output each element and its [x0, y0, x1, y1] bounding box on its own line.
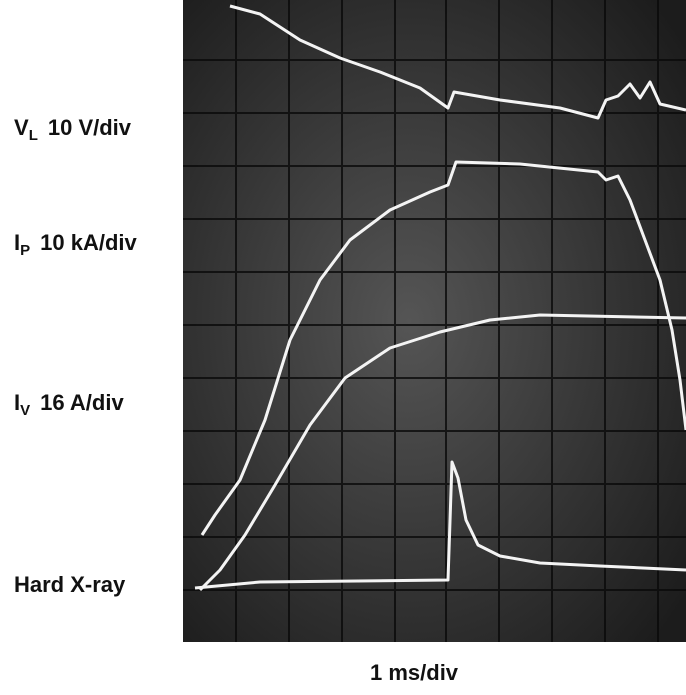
xray-trace	[194, 460, 686, 590]
channel-label: IP 10 kA/div	[14, 230, 137, 259]
channel-label: VL 10 V/div	[14, 115, 132, 144]
channel-label: IV 16 A/div	[14, 390, 124, 419]
traces	[194, 4, 686, 592]
oscilloscope-photo	[183, 0, 686, 642]
time-scale: 1 ms/div	[370, 660, 459, 685]
channel-label: Hard X-ray	[14, 572, 126, 597]
ip-trace	[200, 160, 686, 536]
screen	[183, 0, 686, 642]
iv-trace	[198, 313, 686, 592]
graticule	[183, 0, 686, 642]
vl-trace	[229, 4, 686, 120]
